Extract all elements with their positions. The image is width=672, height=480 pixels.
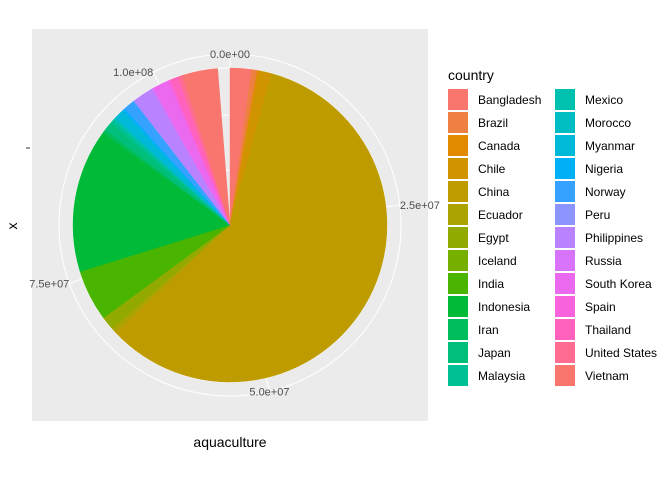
legend-label: Thailand: [585, 323, 631, 337]
legend-label: Vietnam: [585, 369, 629, 383]
legend-label: China: [478, 185, 510, 199]
legend-items: Bangladesh Brazil Canada Chile China Ecuador E…: [448, 89, 657, 386]
legend-label: Malaysia: [478, 369, 526, 383]
legend-key: [448, 158, 468, 179]
legend-key: [448, 250, 468, 271]
legend-label: Norway: [585, 185, 626, 199]
legend-key: [555, 181, 575, 202]
radial-tick-label: 7.5e+07: [29, 278, 69, 290]
legend-label: Mexico: [585, 93, 623, 107]
legend-label: Nigeria: [585, 162, 623, 176]
legend-label: Indonesia: [478, 300, 530, 314]
legend-label: Myanmar: [585, 139, 635, 153]
legend-label: Iceland: [478, 254, 517, 268]
legend-label: Russia: [585, 254, 622, 268]
legend-label: India: [478, 277, 504, 291]
legend-label: South Korea: [585, 277, 652, 291]
legend-key: [555, 273, 575, 294]
pie-slice-vietnam: [182, 68, 231, 226]
x-axis-title: aquaculture: [193, 434, 266, 450]
legend-key: [448, 181, 468, 202]
legend-label: Japan: [478, 346, 511, 360]
legend-label: Ecuador: [478, 208, 523, 222]
radial-tick-label: 0.0e+00: [210, 49, 250, 61]
legend-key: [448, 227, 468, 248]
legend-key: [555, 365, 575, 386]
legend-label: Spain: [585, 300, 616, 314]
legend-key: [555, 112, 575, 133]
legend-key: [555, 250, 575, 271]
pie-slices: [72, 67, 388, 383]
pie-slice-china: [114, 73, 388, 383]
legend: country Bangladesh Brazil Canada Chile China…: [448, 67, 657, 386]
legend-key: [448, 365, 468, 386]
legend-label: Philippines: [585, 231, 643, 245]
radial-tick-label: 1.0e+08: [113, 67, 153, 79]
legend-key: [448, 296, 468, 317]
legend-key: [448, 135, 468, 156]
legend-label: Canada: [478, 139, 520, 153]
legend-key: [448, 89, 468, 110]
legend-key: [448, 112, 468, 133]
legend-title: country: [448, 67, 494, 83]
legend-key: [555, 319, 575, 340]
legend-key: [448, 342, 468, 363]
legend-key: [555, 135, 575, 156]
radial-tick-label: 2.5e+07: [400, 200, 440, 212]
legend-label: Chile: [478, 162, 506, 176]
legend-label: Brazil: [478, 116, 508, 130]
legend-key: [448, 273, 468, 294]
legend-label: Morocco: [585, 116, 631, 130]
legend-label: Bangladesh: [478, 93, 541, 107]
legend-label: Egypt: [478, 231, 509, 245]
legend-key: [555, 204, 575, 225]
legend-key: [448, 319, 468, 340]
y-axis-title: x: [4, 223, 20, 230]
legend-key: [555, 342, 575, 363]
radial-tick-label: 5.0e+07: [249, 386, 289, 398]
legend-key: [555, 158, 575, 179]
legend-label: Iran: [478, 323, 499, 337]
legend-key: [555, 227, 575, 248]
legend-key: [448, 204, 468, 225]
pie-slice-indonesia: [72, 132, 231, 272]
legend-key: [555, 89, 575, 110]
legend-label: Peru: [585, 208, 610, 222]
legend-label: United States: [585, 346, 657, 360]
legend-key: [555, 296, 575, 317]
radial-tick-labels: 0.0e+00 2.5e+07 5.0e+07 7.5e+07 1.0e+08: [29, 49, 440, 398]
